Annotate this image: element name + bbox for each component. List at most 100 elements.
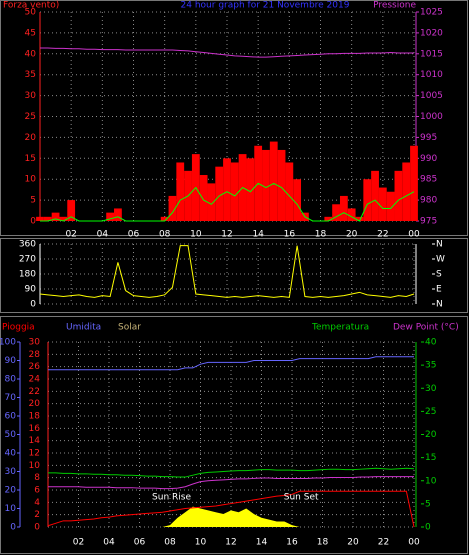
y2-tick-label: 15 (425, 453, 436, 463)
x-tick-label: 14 (252, 230, 264, 240)
bar (114, 208, 122, 221)
bar (36, 216, 44, 221)
y2-tick-label: 990 (420, 154, 437, 164)
line (48, 356, 414, 371)
y3-tick-label: 30 (5, 467, 17, 477)
line (47, 490, 415, 528)
x-tick-label: 08 (164, 538, 176, 548)
bar (339, 195, 348, 221)
y-tick-label: 0 (34, 523, 40, 533)
y-tick-label: 2 (34, 510, 40, 520)
y-tick-label: 14 (29, 436, 41, 446)
y2-tick-label: 985 (420, 175, 437, 185)
bar (106, 212, 115, 221)
legend-label: Temperatura (311, 323, 369, 333)
x-tick-label: 16 (284, 230, 296, 240)
y-tick-label: 10 (25, 175, 37, 185)
x-tick-label: 22 (377, 230, 388, 240)
y-tick-label: 10 (29, 461, 41, 471)
bar (168, 195, 177, 221)
legend-label: Pioggia (2, 323, 35, 333)
y3-tick-label: 90 (5, 356, 17, 366)
x-tick-label: 22 (378, 538, 389, 548)
y3-tick-label: 50 (5, 430, 17, 440)
y2-tick-label: S (436, 270, 442, 280)
y-tick-label: 4 (34, 498, 40, 508)
y2-tick-label: 35 (425, 361, 436, 371)
x-tick-label: 12 (221, 230, 232, 240)
panel-frame (0, 0, 468, 236)
y2-tick-label: 1000 (420, 112, 443, 122)
y-tick-label: 5 (30, 196, 36, 206)
bar (386, 191, 395, 221)
y2-tick-label: 1005 (420, 91, 443, 101)
y2-tick-label: 25 (425, 407, 436, 417)
bar (324, 216, 333, 221)
x-tick-label: 00 (408, 230, 420, 240)
y-tick-label: 28 (29, 350, 41, 360)
bar (59, 216, 68, 221)
x-tick-label: 06 (128, 230, 140, 240)
bar (332, 204, 340, 221)
bar (355, 216, 364, 221)
y2-tick-label: 1010 (420, 70, 443, 80)
y-tick-label: 30 (29, 338, 41, 348)
bar (246, 158, 255, 221)
x-tick-label: 08 (159, 230, 171, 240)
y-tick-label: 18 (29, 412, 41, 422)
x-tick-label: 12 (225, 538, 236, 548)
y-tick-label: 20 (25, 133, 37, 143)
bar (285, 162, 294, 221)
bar (51, 212, 60, 221)
bar (160, 216, 169, 221)
y3-tick-label: 100 (0, 338, 16, 348)
x-tick-label: 18 (317, 538, 329, 548)
bar (347, 208, 356, 221)
y3-tick-label: 20 (5, 486, 17, 496)
bar (176, 162, 185, 221)
x-tick-label: 00 (408, 538, 420, 548)
y-tick-label: 90 (25, 285, 37, 295)
y2-tick-label: 0 (425, 523, 431, 533)
bar (402, 162, 411, 221)
panel-frame (0, 316, 468, 554)
y-tick-label: 8 (34, 473, 40, 483)
line (48, 476, 414, 490)
bar (371, 170, 379, 221)
y-tick-label: 40 (25, 49, 37, 59)
y-tick-label: 15 (25, 154, 36, 164)
bar (269, 141, 278, 221)
y2-tick-label: 975 (420, 217, 437, 227)
x-tick-label: 04 (103, 538, 115, 548)
x-tick-label: 10 (195, 538, 207, 548)
bar (277, 149, 286, 221)
bar (215, 166, 224, 221)
y2-axis-label: Pressione (373, 1, 416, 11)
y3-tick-label: 0 (10, 523, 16, 533)
line (39, 245, 415, 298)
y-tick-label: 0 (30, 217, 36, 227)
y2-tick-label: 1020 (420, 28, 443, 38)
bar (293, 179, 302, 221)
line (40, 47, 414, 58)
bar (363, 179, 372, 221)
y2-tick-label: 30 (425, 384, 437, 394)
y-tick-label: 16 (29, 424, 41, 434)
y2-tick-label: E (436, 285, 442, 295)
y-tick-label: 20 (29, 399, 41, 409)
y-axis-label: Forza vento) (3, 1, 59, 11)
annotation: Sun Rise (152, 493, 191, 503)
x-tick-label: 02 (73, 538, 84, 548)
bar (67, 200, 76, 221)
y-tick-label: 35 (25, 70, 36, 80)
x-tick-label: 14 (256, 538, 268, 548)
y2-tick-label: 980 (420, 196, 437, 206)
y3-tick-label: 70 (5, 393, 17, 403)
x-tick-label: 06 (134, 538, 146, 548)
y2-tick-label: 20 (425, 430, 437, 440)
y2-tick-label: 5 (425, 499, 431, 509)
line (40, 182, 415, 222)
x-tick-label: 02 (65, 230, 76, 240)
